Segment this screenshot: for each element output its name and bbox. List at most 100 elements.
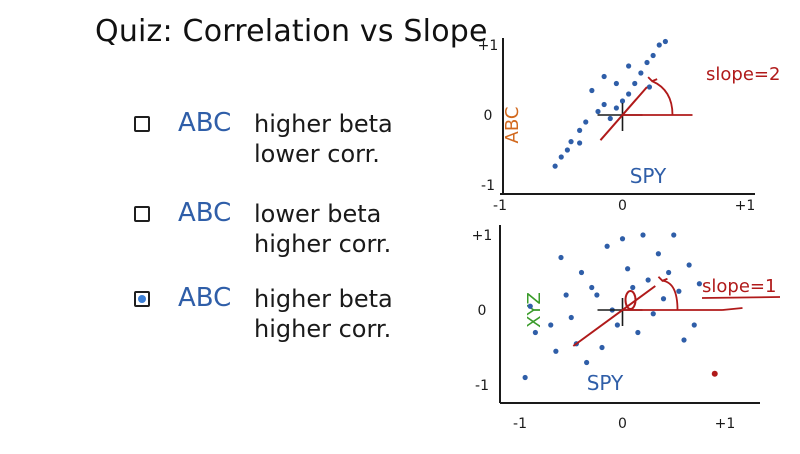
- scatter-point: [564, 147, 570, 153]
- scatter-point: [613, 105, 619, 111]
- slope-annotation: slope=2: [706, 64, 780, 85]
- scatter-point: [656, 42, 662, 48]
- scatter-point: [604, 243, 610, 249]
- scatter-point: [595, 108, 601, 115]
- baseline-tail: [722, 307, 743, 311]
- y-tick-label: +1: [478, 38, 499, 54]
- scatter-point: [527, 303, 533, 309]
- annotation-underline: [701, 296, 781, 299]
- scatter-point: [589, 284, 595, 291]
- scatter-point: [589, 87, 595, 94]
- scatter-point: [650, 311, 656, 317]
- y-tick-label: -1: [481, 178, 495, 194]
- scatter-point: [532, 329, 538, 336]
- option-1-line-2: lower corr.: [254, 140, 380, 168]
- scatter-point: [553, 348, 559, 354]
- scatter-point: [577, 140, 583, 146]
- scatter-point: [568, 139, 574, 145]
- scatter-point: [644, 59, 650, 66]
- option-3-stock: ABC: [178, 283, 232, 313]
- option-2[interactable]: ABC lower beta higher corr.: [134, 198, 424, 270]
- y-tick-label: -1: [475, 378, 489, 394]
- scatter-point: [660, 296, 667, 302]
- scatter-point: [558, 254, 564, 261]
- scatter-point: [578, 269, 585, 276]
- scatter-point: [583, 119, 589, 125]
- option-1-stock: ABC: [178, 108, 232, 138]
- xyz-vs-spy-plot: -1 0 +1 +1 0 -1 XYZ SPY slope=1: [472, 225, 781, 432]
- option-2-stock: ABC: [178, 198, 232, 228]
- quiz-title: Quiz: Correlation vs Slope: [95, 14, 488, 49]
- arc-arrowhead: [657, 276, 668, 282]
- option-3-line-2: higher corr.: [254, 315, 392, 343]
- scatter-point: [613, 80, 619, 87]
- x-tick-label: -1: [493, 198, 507, 214]
- fit-line: [572, 285, 656, 347]
- scatter-point: [584, 359, 590, 366]
- scatter-point: [696, 281, 702, 287]
- scatter-point: [626, 91, 632, 97]
- scatter-point: [577, 127, 583, 133]
- highlight-point: [711, 370, 718, 377]
- option-1-line-1: higher beta: [254, 110, 393, 138]
- option-2-checkbox[interactable]: [134, 206, 150, 222]
- fit-line: [599, 86, 648, 141]
- scatter-point: [548, 322, 554, 328]
- x-tick-label: +1: [735, 198, 756, 214]
- scatter-point: [552, 163, 558, 169]
- abc-vs-spy-plot: -1 0 +1 +1 0 -1 ABC SPY slope=2: [478, 38, 780, 214]
- scatter-point: [630, 284, 636, 291]
- angle-arc: [651, 80, 674, 116]
- scatter-point: [662, 38, 668, 45]
- scatter-point: [601, 73, 607, 80]
- scatter-point: [635, 329, 641, 336]
- scatter-point: [614, 322, 620, 328]
- scatter-point: [625, 266, 631, 272]
- scatter-point: [671, 232, 677, 238]
- scatter-point: [632, 80, 638, 87]
- option-1[interactable]: ABC higher beta lower corr.: [134, 108, 424, 180]
- scatter-point: [619, 236, 626, 242]
- scatter-point: [666, 269, 672, 276]
- scatter-point: [638, 70, 644, 76]
- scatter-point: [691, 322, 697, 328]
- scatter-point: [619, 98, 626, 104]
- x-axis-label: SPY: [587, 371, 624, 395]
- x-tick-label: 0: [618, 198, 627, 214]
- scatter-point: [607, 115, 613, 122]
- scatter-point: [640, 232, 646, 238]
- scatter-point: [676, 288, 682, 294]
- scatter-point: [681, 337, 687, 343]
- arc-arrowhead: [647, 76, 658, 83]
- scatter-point: [686, 262, 692, 268]
- angle-arc: [662, 279, 679, 311]
- y-axis-label: ABC: [502, 107, 523, 144]
- option-3[interactable]: ABC higher beta higher corr.: [134, 283, 424, 355]
- y-tick-label: 0: [484, 108, 493, 124]
- x-axis-label: SPY: [630, 164, 667, 188]
- slope-annotation: slope=1: [702, 276, 776, 297]
- scatter-point: [655, 251, 661, 257]
- scatter-point: [599, 344, 605, 351]
- x-tick-label: 0: [618, 416, 627, 432]
- option-2-line-1: lower beta: [254, 200, 382, 228]
- x-tick-label: -1: [513, 416, 527, 432]
- origin-circle: [624, 290, 637, 310]
- option-3-line-1: higher beta: [254, 285, 393, 313]
- scatter-point: [601, 101, 607, 108]
- scatter-point: [563, 292, 569, 298]
- y-tick-label: +1: [472, 228, 493, 244]
- option-3-checkbox[interactable]: [134, 291, 150, 307]
- scatter-point: [626, 63, 632, 69]
- y-axis-label: XYZ: [524, 292, 545, 328]
- scatter-point: [568, 314, 574, 321]
- scatter-point: [594, 292, 600, 298]
- scatter-point: [645, 277, 651, 283]
- y-tick-label: 0: [478, 303, 487, 319]
- scatter-point: [646, 84, 653, 90]
- scatter-point: [522, 374, 528, 381]
- option-1-checkbox[interactable]: [134, 116, 150, 132]
- scatter-point: [650, 52, 656, 59]
